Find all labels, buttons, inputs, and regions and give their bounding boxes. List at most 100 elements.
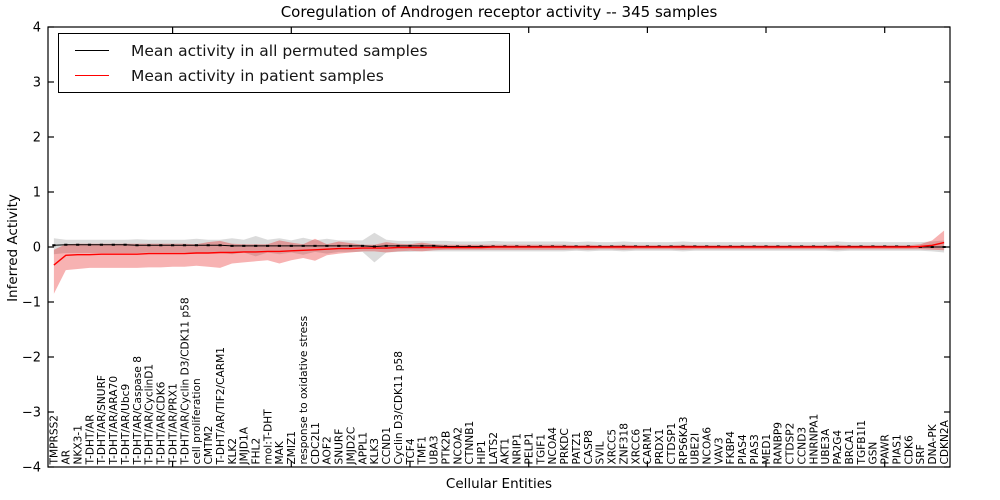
x-tick-label: APPL1 (357, 432, 369, 465)
x-tick-label: T-DHT/AR/TIF2/CARM1 (215, 347, 227, 466)
x-tick-label: PTK2B (440, 431, 452, 465)
x-tick-label: NCOA4 (547, 427, 559, 465)
x-tick-label: CDK6 (903, 435, 915, 465)
patient-line-swatch (75, 75, 109, 76)
x-axis-ticks (172, 27, 886, 467)
x-tick-label: AR (61, 449, 73, 464)
x-tick-label: T-DHT/AR/CyclinD1 (144, 364, 156, 466)
x-tick-label: AKT1 (500, 438, 512, 465)
x-tick-label: mol:T-DHT (262, 409, 274, 465)
legend-item-patient: Mean activity in patient samples (59, 64, 509, 88)
legend-label-patient: Mean activity in patient samples (131, 66, 384, 85)
x-tick-label: ZNF318 (618, 423, 630, 465)
x-tick-labels: TMPRSS2 AR NKX3-1 T-DHT/AR T-DHT/AR/SNURF T-D… (49, 297, 951, 465)
y-tick-label: −4 (22, 461, 41, 476)
y-tick-label: 4 (33, 21, 41, 36)
x-tick-label: Cyclin D3/CDK11 p58 (393, 351, 405, 465)
confidence-bands (53, 230, 945, 294)
x-tick-label: T-DHT/AR (84, 414, 96, 466)
x-tick-label: VAV3 (713, 437, 725, 464)
y-tick-label: −2 (22, 351, 41, 366)
y-tick-label: −3 (22, 406, 41, 421)
x-tick-label: TMPRSS2 (49, 415, 61, 466)
x-tick-label: UBE2I (690, 433, 702, 465)
x-tick-label: CMTM2 (203, 426, 215, 465)
x-tick-label: TMF1 (417, 436, 429, 465)
x-tick-label: XRCC5 (607, 429, 619, 465)
x-tick-label: LATS2 (488, 432, 500, 465)
x-tick-label: TGIF1 (535, 434, 547, 466)
x-tick-label: T-DHT/AR/SNURF (96, 375, 108, 466)
x-tick-label: NKX3-1 (73, 425, 85, 464)
chart-title: Coregulation of Androgen receptor activi… (280, 3, 718, 21)
x-tick-label: UBE3A (820, 428, 832, 464)
x-tick-label: SNURF (334, 429, 346, 465)
x-tick-label: UBA3 (429, 435, 441, 464)
x-tick-label: CCND1 (381, 427, 393, 465)
patient-mean-line (53, 241, 945, 266)
x-tick-label: NCOA6 (702, 427, 714, 465)
x-tick-label: PATZ1 (571, 432, 583, 465)
x-tick-label: HIP1 (476, 440, 488, 464)
y-tick-label: −1 (22, 296, 41, 311)
x-tick-label: PRDX1 (654, 429, 666, 465)
x-tick-label: cell proliferation (191, 378, 203, 464)
permuted-line-swatch (75, 50, 109, 51)
x-tick-label: T-DHT/AR/Caspase 8 (132, 356, 144, 466)
x-tick-label: BRCA1 (844, 429, 856, 465)
x-tick-label: PIAS4 (737, 434, 749, 464)
x-tick-label: CTNNB1 (464, 421, 476, 465)
x-tick-label: XRCC6 (630, 429, 642, 465)
legend-label-permuted: Mean activity in all permuted samples (131, 41, 428, 60)
x-tick-label: TGFB1I1 (856, 420, 868, 466)
y-tick-label: 2 (33, 131, 41, 146)
x-tick-label: CTDSP2 (785, 423, 797, 465)
x-tick-label: CDKN2A (939, 419, 951, 464)
x-tick-label: PIAS1 (891, 434, 903, 464)
x-tick-label: PRKDC (559, 428, 571, 464)
x-tick-label: T-DHT/AR/ARA70 (108, 376, 120, 466)
x-tick-label: HNRNPA1 (808, 414, 820, 465)
y-tick-label: 0 (33, 241, 41, 256)
x-tick-label: RPS6KA3 (678, 417, 690, 465)
x-tick-label: MED1 (761, 434, 773, 465)
x-tick-label: KLK3 (369, 438, 381, 465)
x-tick-label: PELP1 (524, 432, 536, 464)
x-tick-label: MAK (274, 440, 286, 464)
x-tick-label: TCF4 (405, 438, 417, 465)
x-tick-label: NCOA2 (452, 427, 464, 464)
legend-item-permuted: Mean activity in all permuted samples (59, 39, 509, 63)
x-tick-label: FHL2 (251, 438, 263, 465)
x-tick-label: JMJD1A (239, 426, 251, 465)
x-tick-label: CTDSP1 (666, 423, 678, 465)
x-tick-label: T-DHT/AR/Cyclin D3/CDK11 p58 (179, 297, 191, 465)
x-tick-label: PAWR (880, 434, 892, 465)
x-tick-label: T-DHT/AR/CDK6 (156, 381, 168, 465)
x-tick-label: JMJD2C (345, 427, 357, 466)
x-tick-label: PA2G4 (832, 430, 844, 465)
x-tick-label: ZMIZ1 (286, 431, 298, 465)
x-axis-label: Cellular Entities (445, 476, 553, 492)
x-tick-label: SVIL (595, 441, 607, 464)
y-tick-label: 3 (33, 76, 41, 91)
x-tick-label: KLK2 (227, 438, 239, 465)
x-tick-label: CDC2L1 (310, 422, 322, 464)
x-tick-label: T-DHT/AR/PRX1 (167, 383, 179, 465)
x-tick-label: T-DHT/AR/Ubc9 (120, 384, 132, 466)
y-axis-label: Inferred Activity (5, 194, 21, 302)
x-tick-label: CASP8 (583, 430, 595, 465)
y-axis-ticks: −4 −3 −2 −1 0 1 2 3 4 (22, 21, 950, 476)
x-tick-label: RANBP9 (773, 422, 785, 465)
x-tick-label: CARM1 (642, 427, 654, 465)
legend: Mean activity in all permuted samples Me… (58, 33, 510, 93)
x-tick-label: AOF2 (322, 436, 334, 464)
x-tick-label: NRIP1 (512, 433, 524, 465)
x-tick-label: response to oxidative stress (298, 316, 310, 465)
x-tick-label: SRF (915, 444, 927, 464)
x-tick-label: FKBP4 (725, 431, 737, 465)
y-tick-label: 1 (33, 186, 41, 201)
x-tick-label: PIAS3 (749, 434, 761, 464)
x-tick-label: DNA-PK (927, 423, 939, 464)
